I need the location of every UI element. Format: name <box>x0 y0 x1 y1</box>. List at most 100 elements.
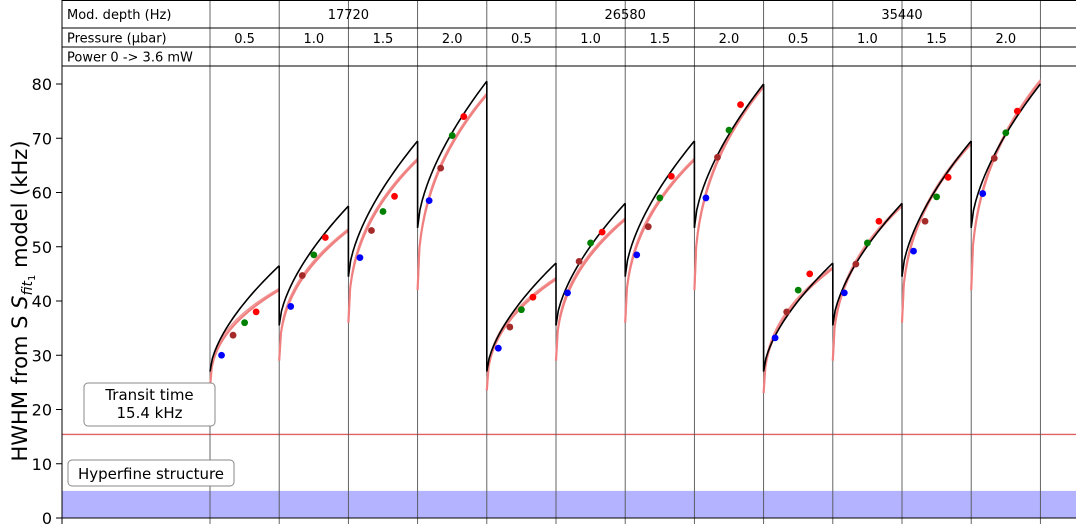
model-curve-black <box>347 140 419 277</box>
table-row-label: Power 0 -> 3.6 mW <box>67 51 193 66</box>
data-point <box>229 331 237 339</box>
data-point <box>1013 107 1021 115</box>
model-curves-layer <box>208 79 1042 394</box>
model-curve-red-band <box>763 266 834 387</box>
data-point <box>425 197 433 205</box>
data-points-layer <box>218 101 1021 359</box>
model-curve-red-band <box>832 203 903 355</box>
data-point <box>944 173 952 181</box>
y-axis-label: HWHM from S Sfit1 model (kHz) <box>8 140 38 461</box>
data-point <box>714 153 721 161</box>
data-point <box>840 289 848 297</box>
data-point <box>864 239 871 247</box>
y-tick-label: 60 <box>32 184 52 203</box>
model-curve-black <box>762 262 834 372</box>
transit-time-value: 15.4 kHz <box>116 404 182 422</box>
model-curve-black <box>970 83 1042 228</box>
data-point <box>321 234 329 241</box>
data-point <box>633 251 641 259</box>
hyperfine-band <box>62 490 1076 518</box>
pressure-label: 0.5 <box>788 32 809 47</box>
data-point <box>783 308 791 316</box>
model-curve-red <box>831 205 903 361</box>
y-tick-label: 50 <box>32 238 52 257</box>
data-point <box>564 289 571 297</box>
data-point <box>990 154 998 162</box>
data-point <box>771 334 779 342</box>
data-point <box>587 239 594 247</box>
y-tick-label: 10 <box>32 455 52 474</box>
pressure-label: 1.5 <box>649 32 670 47</box>
pressure-label: 1.0 <box>303 32 324 47</box>
data-point <box>391 192 398 200</box>
data-point <box>921 217 929 225</box>
data-point <box>448 132 456 139</box>
data-point <box>933 193 940 201</box>
model-curve-red <box>278 229 350 361</box>
y-tick-label: 40 <box>32 292 52 311</box>
model-curve-red <box>416 94 488 291</box>
data-point <box>437 164 445 172</box>
data-point <box>979 190 987 197</box>
y-tick-label: 80 <box>32 75 52 94</box>
hyperfine-box <box>67 459 235 487</box>
parameter-table: Mod. depth (Hz) Pressure (µbar) Power 0 ->… <box>61 0 1076 524</box>
data-point <box>241 319 249 327</box>
mod-depth-label: 26580 <box>605 8 646 23</box>
data-point <box>598 228 606 236</box>
model-curve-black <box>901 140 972 277</box>
model-curve-red-band <box>417 92 488 284</box>
data-point <box>379 208 387 215</box>
data-point <box>518 306 525 314</box>
data-point <box>1002 129 1010 137</box>
data-point <box>852 260 860 268</box>
data-point <box>667 172 675 180</box>
model-curve-black <box>209 265 280 372</box>
table-row-label: Pressure (µbar) <box>67 32 167 47</box>
data-point <box>506 323 514 331</box>
model-curve-red <box>624 159 696 323</box>
model-curve-red-band <box>901 141 972 317</box>
pressure-label: 1.0 <box>857 32 878 47</box>
pressure-label: 2.0 <box>719 32 740 47</box>
y-tick-label: 0 <box>42 509 52 524</box>
model-curve-red <box>208 289 280 388</box>
table-row-label: Mod. depth (Hz) <box>67 8 171 23</box>
data-point <box>252 308 260 316</box>
data-point <box>702 194 710 202</box>
data-point <box>910 247 917 255</box>
model-curve-black <box>555 202 626 326</box>
y-axis: 0 10 20 30 40 50 60 70 80 HWHM from S Sfit1 model… <box>8 75 1076 528</box>
data-point <box>460 113 468 120</box>
pressure-label: 1.5 <box>926 32 947 47</box>
pressure-label: 0.5 <box>234 32 255 47</box>
data-point <box>287 303 295 310</box>
data-point <box>794 286 802 294</box>
background-bands-layer <box>62 433 1076 518</box>
data-point <box>656 194 664 202</box>
data-point <box>494 344 502 352</box>
model-curve-black <box>486 262 557 372</box>
mod-depth-label: 35440 <box>881 8 922 23</box>
data-point <box>644 223 652 231</box>
data-point <box>575 257 583 265</box>
model-curve-red-band <box>624 157 695 317</box>
y-tick-label: 30 <box>32 346 52 365</box>
pressure-label: 2.0 <box>442 32 463 47</box>
data-point <box>529 293 537 301</box>
transit-time-box <box>83 382 216 427</box>
data-point <box>737 101 744 109</box>
data-point <box>806 270 814 278</box>
transit-time-label: Transit time <box>104 386 193 404</box>
y-tick-label: 70 <box>32 129 52 148</box>
data-point <box>368 227 375 234</box>
pressure-label: 2.0 <box>995 32 1016 47</box>
pressure-label: 1.5 <box>373 32 394 47</box>
data-point <box>298 272 306 279</box>
model-curve-black <box>693 83 765 228</box>
data-point <box>875 217 883 225</box>
model-curve-red-band <box>278 228 349 355</box>
data-point <box>725 126 733 134</box>
